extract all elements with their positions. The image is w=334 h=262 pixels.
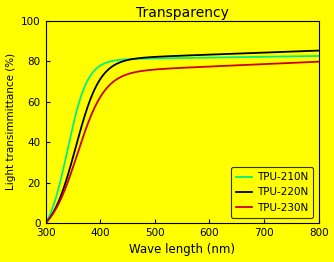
TPU-230N <box>176 67 180 70</box>
TPU-210N <box>169 57 173 60</box>
Line: TPU-230N: TPU-230N <box>46 62 319 223</box>
TPU-230N <box>317 60 321 63</box>
TPU-230N <box>259 63 263 66</box>
TPU-210N <box>309 54 313 58</box>
Line: TPU-220N: TPU-220N <box>46 51 319 223</box>
Y-axis label: Light transimmittance (%): Light transimmittance (%) <box>6 53 16 190</box>
TPU-220N <box>259 51 263 54</box>
TPU-230N <box>309 61 313 64</box>
TPU-220N <box>309 49 313 52</box>
TPU-210N <box>176 57 180 60</box>
TPU-230N <box>309 61 313 64</box>
Legend: TPU-210N, TPU-220N, TPU-230N: TPU-210N, TPU-220N, TPU-230N <box>231 167 313 218</box>
TPU-230N <box>44 221 48 225</box>
TPU-220N <box>57 198 61 201</box>
Line: TPU-210N: TPU-210N <box>46 56 319 223</box>
TPU-230N <box>57 200 61 204</box>
TPU-220N <box>176 54 180 57</box>
TPU-210N <box>44 221 48 225</box>
Title: Transparency: Transparency <box>136 6 228 20</box>
TPU-220N <box>317 49 321 52</box>
TPU-210N <box>309 54 313 58</box>
TPU-220N <box>169 54 173 58</box>
TPU-230N <box>169 67 173 70</box>
TPU-220N <box>309 49 313 52</box>
TPU-210N <box>57 183 61 186</box>
TPU-220N <box>44 221 48 225</box>
TPU-210N <box>259 55 263 58</box>
X-axis label: Wave length (nm): Wave length (nm) <box>129 243 235 256</box>
TPU-210N <box>317 54 321 58</box>
